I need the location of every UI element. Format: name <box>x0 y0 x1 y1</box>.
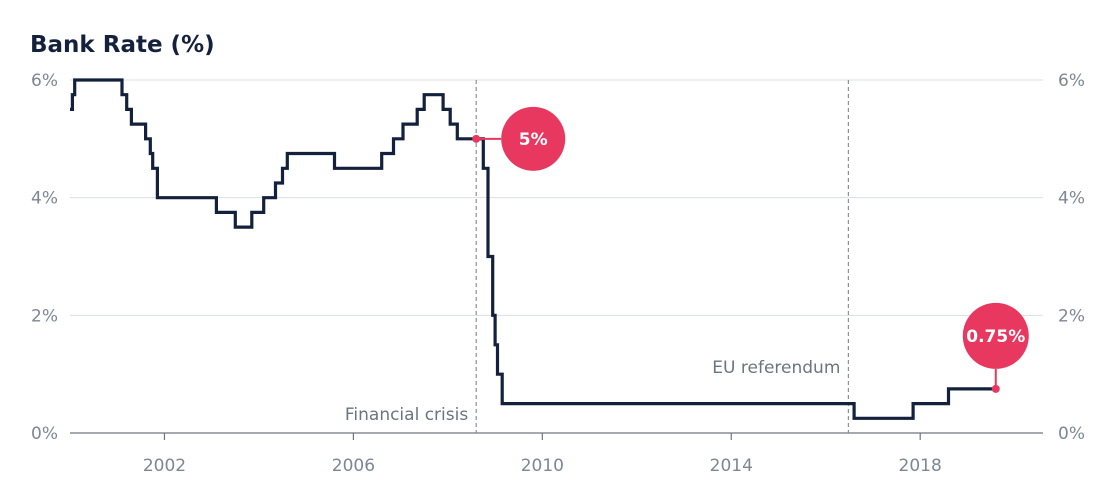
highlight-point <box>472 134 481 143</box>
x-tick-label: 2010 <box>521 456 564 476</box>
y-tick-label-left: 0% <box>31 424 58 444</box>
y-tick-label-right: 0% <box>1058 424 1085 444</box>
x-tick-label: 2018 <box>899 456 942 476</box>
grid-layer <box>70 79 1043 434</box>
event-marker-label: Financial crisis <box>345 405 468 425</box>
highlight-label: 5% <box>519 130 548 150</box>
y-tick-label-left: 4% <box>31 189 58 209</box>
x-tick-label: 2014 <box>710 456 753 476</box>
highlight-layer: 5% 0.75% <box>472 106 1029 393</box>
y-tick-label-right: 4% <box>1058 189 1085 209</box>
tick-layer: 0% 0% 2% 2% 4% 4% 6% 6% 2002 2006 2010 2014 2018 <box>31 71 1085 476</box>
bank-rate-series-line <box>70 78 996 420</box>
y-tick-label-right: 2% <box>1058 306 1085 326</box>
event-marker-label: EU referendum <box>712 358 840 378</box>
y-tick-label-left: 6% <box>31 71 58 91</box>
y-tick-label-left: 2% <box>31 306 58 326</box>
series-layer <box>70 78 996 420</box>
y-tick-label-right: 6% <box>1058 71 1085 91</box>
highlight-label: 0.75% <box>966 327 1025 347</box>
highlight-bubble <box>501 106 566 171</box>
highlight-bubble <box>962 302 1029 369</box>
x-tick-label: 2006 <box>332 456 375 476</box>
x-tick-label: 2002 <box>143 456 186 476</box>
highlight-point <box>991 384 1000 393</box>
annotation-layer: Financial crisis EU referendum <box>345 80 850 433</box>
chart-title: Bank Rate (%) <box>30 32 215 58</box>
